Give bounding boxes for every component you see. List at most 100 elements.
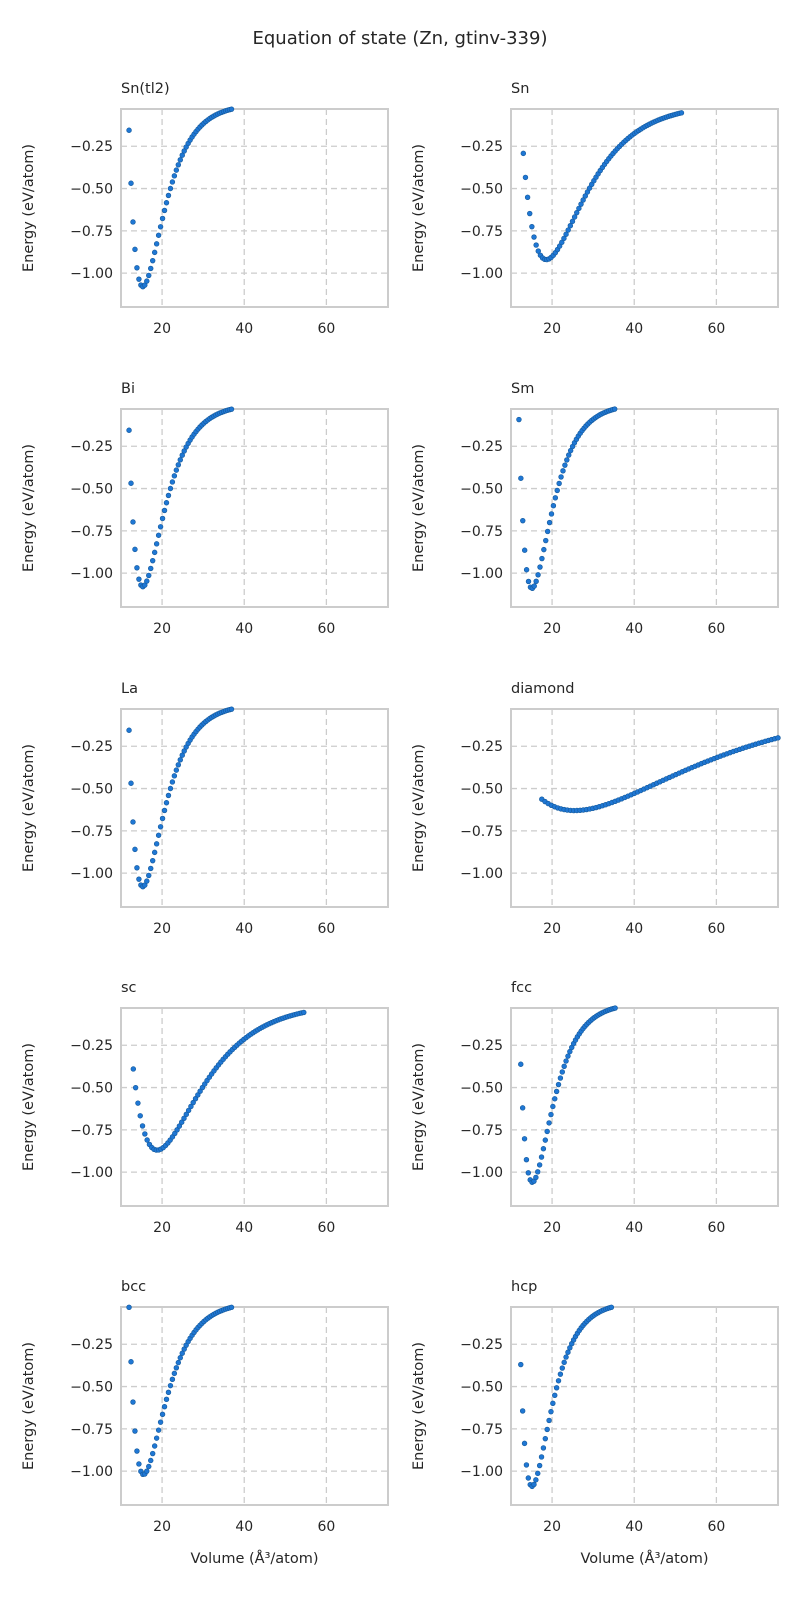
panel-fcc-ytick-label: −1.00 xyxy=(460,1165,503,1181)
panel-bi-xtick-label: 60 xyxy=(317,621,335,637)
panel-sm-point xyxy=(611,406,618,412)
panel-bi-ytick-label: −0.50 xyxy=(70,482,113,498)
panel-sn-point xyxy=(578,201,584,207)
panel-sm-point xyxy=(521,547,528,553)
panel-sc-xtick-label: 40 xyxy=(235,1220,253,1236)
panel-la-point xyxy=(130,819,136,825)
panel-bi-point xyxy=(228,406,235,412)
panel-sm-ylabel: Energy (eV/atom) xyxy=(411,444,427,572)
panel-sm-point xyxy=(516,416,522,423)
panel-sn-tl2--point xyxy=(173,167,180,173)
panel-bi-point xyxy=(155,532,162,538)
panel-diamond-frame xyxy=(510,708,779,908)
panel-bi-ytick-label: −0.75 xyxy=(70,524,113,540)
panel-hcp-point xyxy=(559,1365,565,1371)
panel-sn-tl2--point xyxy=(132,246,138,253)
panel-fcc-xtick-label: 20 xyxy=(543,1220,561,1236)
panel-la-point xyxy=(148,865,154,872)
panel-sm-point xyxy=(566,452,572,458)
panel-sm-point xyxy=(523,567,530,573)
panel-la-point xyxy=(146,872,152,879)
panel-sn-tl2--point xyxy=(159,215,166,222)
panel-hcp-point xyxy=(608,1304,615,1310)
panel-hcp-ytick-label: −1.00 xyxy=(460,1464,503,1480)
panel-diamond-xtick-label: 60 xyxy=(707,921,725,937)
panel-fcc-point xyxy=(525,1170,532,1176)
panel-fcc-point xyxy=(553,1088,560,1095)
panel-fcc-point xyxy=(519,1105,526,1111)
panel-sn-tl2--point xyxy=(130,219,136,225)
panel-bi-frame xyxy=(120,408,389,608)
panel-fcc-point xyxy=(563,1058,569,1064)
panel-sn-xtick-label: 60 xyxy=(707,321,725,337)
panel-bi-point xyxy=(175,462,182,468)
panel-sn-point xyxy=(561,235,567,242)
panel-hcp-xtick-label: 40 xyxy=(625,1519,643,1535)
panel-hcp-point xyxy=(525,1475,532,1481)
panel-la-point xyxy=(228,706,235,712)
panel-sn-title: Sn xyxy=(511,81,529,97)
panel-sm-point xyxy=(531,583,537,589)
panel-bcc-point xyxy=(157,1419,164,1425)
panel-sn-tl2--point xyxy=(177,157,183,163)
panel-sc-point xyxy=(183,1111,190,1118)
panel-sn-point xyxy=(571,214,578,220)
panel-bi-point xyxy=(148,565,154,572)
panel-bi-title: Bi xyxy=(121,381,135,397)
panel-sn-point xyxy=(563,231,569,237)
panel-fcc-point xyxy=(521,1136,528,1142)
panel-sc-point xyxy=(142,1131,148,1137)
panel-fcc-point xyxy=(565,1053,571,1059)
panel-sc-point xyxy=(139,1123,146,1129)
panel-fcc-point xyxy=(536,1162,543,1168)
panel-bcc-point xyxy=(126,1304,132,1311)
panel-sn-tl2--point xyxy=(134,265,140,271)
panel-sc-point xyxy=(176,1123,183,1129)
panel-fcc-ylabel: Energy (eV/atom) xyxy=(411,1043,427,1171)
panel-sm-ytick-label: −0.25 xyxy=(460,439,503,455)
panel-bcc-point xyxy=(173,1365,180,1371)
panel-sc-ylabel: Energy (eV/atom) xyxy=(21,1043,37,1171)
panel-bcc-point xyxy=(146,1463,152,1470)
panel-sm-point xyxy=(544,528,551,535)
panel-bcc-xlabel: Volume (Å³/atom) xyxy=(190,1550,318,1567)
panel-sn-tl2--point xyxy=(151,249,158,256)
panel-fcc-point xyxy=(533,1174,539,1181)
panel-fcc-frame xyxy=(510,1007,779,1207)
panel-hcp-point xyxy=(538,1454,545,1460)
panel-sn-tl2--point xyxy=(175,162,182,168)
panel-hcp-point xyxy=(521,1440,528,1447)
panel-diamond-xtick-label: 40 xyxy=(625,921,643,937)
panel-bi-point xyxy=(169,479,176,485)
panel-la-point xyxy=(134,865,140,871)
panel-fcc-point xyxy=(559,1069,565,1075)
panel-sn-point xyxy=(524,194,531,200)
panel-sn-tl2--point xyxy=(167,185,174,192)
panel-sn-tl2--point xyxy=(144,278,150,284)
panel-diamond-title: diamond xyxy=(511,681,575,697)
panel-bcc-ytick-label: −0.75 xyxy=(70,1422,113,1438)
panel-diamond-ytick-label: −1.00 xyxy=(460,866,503,882)
panel-sn-ytick-label: −1.00 xyxy=(460,266,503,282)
panel-sm-xtick-label: 20 xyxy=(543,621,561,637)
panel-bi-point xyxy=(144,578,150,584)
panel-la-point xyxy=(175,762,182,768)
panel-hcp-point xyxy=(519,1408,526,1414)
panel-bi-point xyxy=(163,500,170,506)
panel-hcp-point xyxy=(540,1445,547,1451)
panel-sn-xtick-label: 40 xyxy=(625,321,643,337)
panel-sn-tl2--title: Sn(tl2) xyxy=(121,81,170,97)
panel-fcc-point xyxy=(542,1137,549,1143)
panel-hcp-ytick-label: −0.75 xyxy=(460,1422,503,1438)
panel-sm-point xyxy=(541,546,547,553)
panel-sn-tl2--ytick-label: −0.75 xyxy=(70,224,113,240)
panel-sc-frame xyxy=(120,1007,389,1207)
panel-hcp-point xyxy=(536,1462,543,1469)
panel-sn-point xyxy=(531,234,537,240)
panel-sc-ytick-label: −0.75 xyxy=(70,1123,113,1139)
panel-sn-xtick-label: 20 xyxy=(543,321,561,337)
panel-bcc-point xyxy=(144,1468,150,1474)
panel-bcc-point xyxy=(228,1304,235,1311)
panel-bcc-xtick-label: 20 xyxy=(153,1519,171,1535)
